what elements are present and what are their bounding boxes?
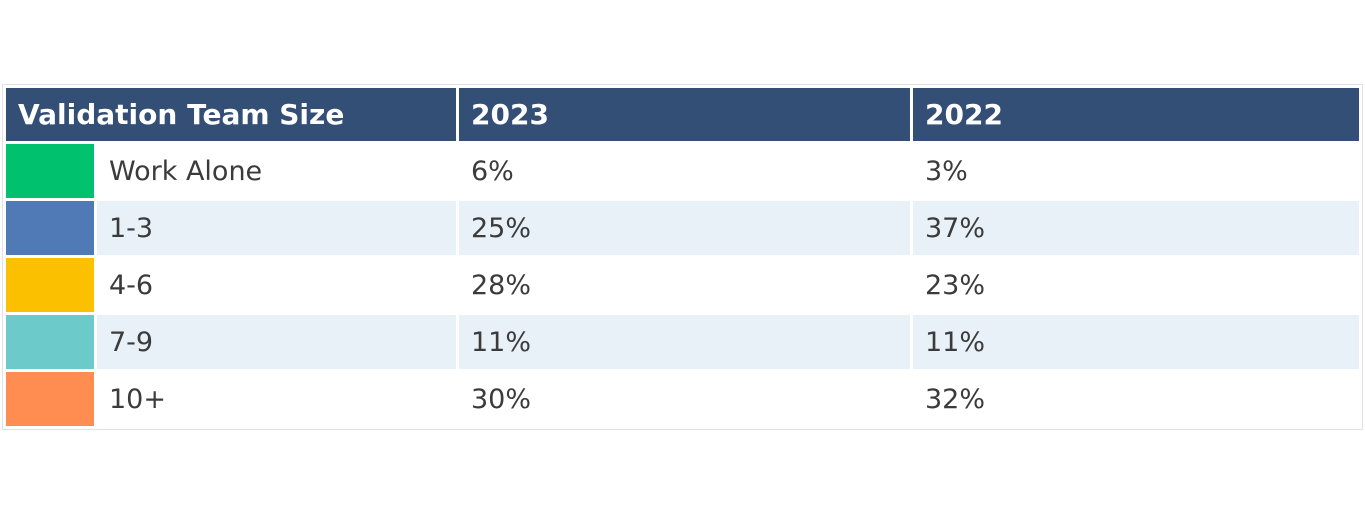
legend-swatch xyxy=(6,144,94,198)
row-label: 10+ xyxy=(109,383,166,415)
legend-swatch xyxy=(6,201,94,255)
row-label: 4-6 xyxy=(109,269,154,301)
value-2023: 30% xyxy=(471,383,532,415)
value-2022: 32% xyxy=(925,383,986,415)
value-2023: 6% xyxy=(471,155,514,187)
team-size-table-container: Validation Team Size 2023 2022 Work Alon… xyxy=(2,84,1363,430)
value-2022: 3% xyxy=(925,155,968,187)
value-2022: 23% xyxy=(925,269,986,301)
value-2023: 11% xyxy=(459,315,910,369)
table-row: 10+ 30% 32% xyxy=(6,372,1359,426)
header-row: Validation Team Size 2023 2022 xyxy=(6,88,1359,141)
team-size-table: Validation Team Size 2023 2022 Work Alon… xyxy=(3,85,1362,429)
header-team-size: Validation Team Size xyxy=(6,88,456,141)
row-label: 7-9 xyxy=(97,315,456,369)
table-row: 1-3 25% 37% xyxy=(6,201,1359,255)
header-2022: 2022 xyxy=(913,88,1359,141)
value-2023: 25% xyxy=(459,201,910,255)
table-row: Work Alone 6% 3% xyxy=(6,144,1359,198)
table-body: Work Alone 6% 3% 1-3 25% 37% 4-6 28% 23% 7-9 11% 11… xyxy=(6,144,1359,426)
value-2022: 11% xyxy=(913,315,1359,369)
table-row: 4-6 28% 23% xyxy=(6,258,1359,312)
header-2023: 2023 xyxy=(459,88,910,141)
table-row: 7-9 11% 11% xyxy=(6,315,1359,369)
legend-swatch xyxy=(6,372,94,426)
row-label: 1-3 xyxy=(97,201,456,255)
value-2022: 37% xyxy=(913,201,1359,255)
legend-swatch xyxy=(6,315,94,369)
legend-swatch xyxy=(6,258,94,312)
row-label: Work Alone xyxy=(109,155,263,187)
value-2023: 28% xyxy=(471,269,532,301)
